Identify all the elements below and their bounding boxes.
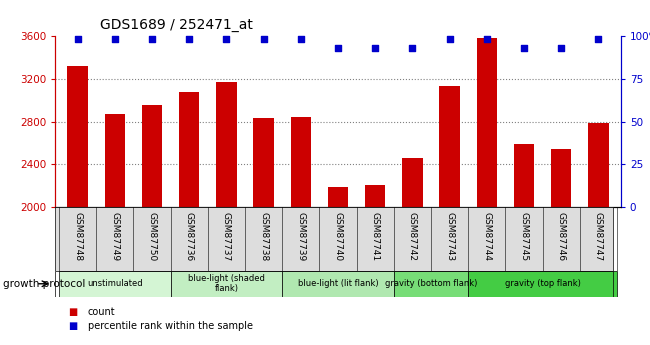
Point [296, 37, 306, 42]
Bar [142, 105, 162, 207]
Text: growth protocol: growth protocol [3, 279, 86, 289]
Bar [394, 271, 468, 297]
Bar [59, 271, 170, 297]
Bar [514, 144, 534, 207]
Text: GSM87747: GSM87747 [594, 212, 603, 261]
Text: GDS1689 / 252471_at: GDS1689 / 252471_at [101, 18, 254, 32]
Text: GSM87750: GSM87750 [148, 212, 157, 262]
Text: GSM87746: GSM87746 [556, 212, 566, 261]
Text: GSM87740: GSM87740 [333, 212, 343, 261]
Text: GSM87748: GSM87748 [73, 212, 82, 261]
Bar [254, 118, 274, 207]
Point [221, 37, 231, 42]
Bar [216, 82, 237, 207]
Bar [402, 158, 423, 207]
Text: GSM87737: GSM87737 [222, 212, 231, 262]
Bar [551, 149, 571, 207]
Text: GSM87741: GSM87741 [370, 212, 380, 261]
Point [333, 45, 343, 51]
Text: GSM87743: GSM87743 [445, 212, 454, 261]
Text: count: count [88, 307, 116, 317]
Text: blue-light (lit flank): blue-light (lit flank) [298, 279, 378, 288]
Point [482, 37, 492, 42]
Point [110, 37, 120, 42]
Text: ■: ■ [68, 307, 77, 317]
Point [407, 45, 417, 51]
Point [593, 37, 604, 42]
Text: GSM87749: GSM87749 [111, 212, 120, 261]
Text: percentile rank within the sample: percentile rank within the sample [88, 321, 253, 331]
Bar [291, 117, 311, 207]
Text: GSM87745: GSM87745 [519, 212, 528, 261]
Point [556, 45, 566, 51]
Point [72, 37, 83, 42]
Text: unstimulated: unstimulated [87, 279, 142, 288]
Text: blue-light (shaded
flank): blue-light (shaded flank) [188, 274, 265, 294]
Text: gravity (bottom flank): gravity (bottom flank) [385, 279, 477, 288]
Text: GSM87742: GSM87742 [408, 212, 417, 261]
Bar [476, 38, 497, 207]
Point [259, 37, 269, 42]
Bar [328, 187, 348, 207]
Point [184, 37, 194, 42]
Bar [365, 185, 385, 207]
Text: ■: ■ [68, 321, 77, 331]
Text: GSM87738: GSM87738 [259, 212, 268, 262]
Point [519, 45, 529, 51]
Bar [282, 271, 394, 297]
Point [147, 37, 157, 42]
Point [370, 45, 380, 51]
Point [445, 37, 455, 42]
Bar [179, 92, 200, 207]
Text: gravity (top flank): gravity (top flank) [504, 279, 580, 288]
Bar [170, 271, 282, 297]
Bar [468, 271, 617, 297]
Bar [105, 114, 125, 207]
Text: GSM87744: GSM87744 [482, 212, 491, 261]
Text: GSM87739: GSM87739 [296, 212, 306, 262]
Bar [588, 123, 608, 207]
Bar [439, 86, 460, 207]
Bar [68, 66, 88, 207]
Text: GSM87736: GSM87736 [185, 212, 194, 262]
